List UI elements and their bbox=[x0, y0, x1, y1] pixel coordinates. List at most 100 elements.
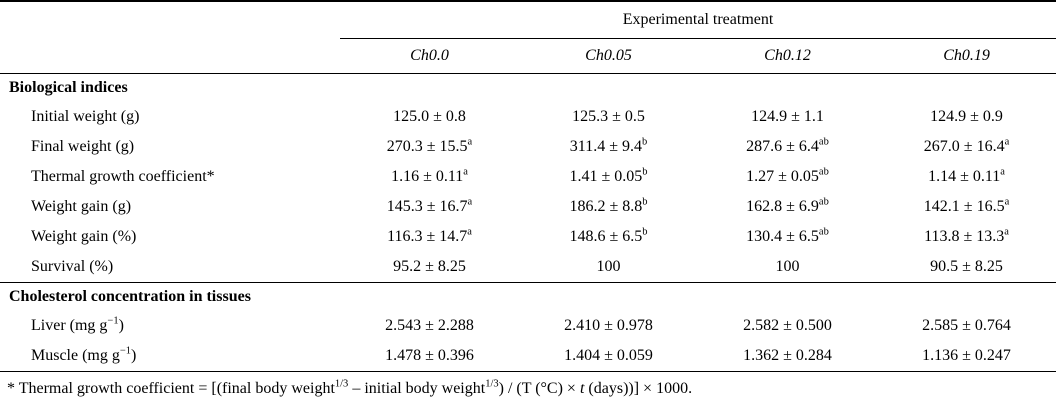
row-label-text: Muscle (mg g bbox=[31, 347, 120, 364]
table-cell: 2.543 ± 2.288 bbox=[340, 311, 519, 341]
cell-value: 124.9 ± 0.9 bbox=[930, 108, 1003, 125]
footnote-text: ) / (T (°C) × bbox=[498, 380, 580, 397]
table-cell: 90.5 ± 8.25 bbox=[877, 252, 1056, 283]
table-cell: 2.585 ± 0.764 bbox=[877, 311, 1056, 341]
cell-superscript: ab bbox=[818, 226, 829, 238]
cell-superscript: b bbox=[642, 226, 648, 238]
row-weight-gain-pct: Weight gain (%) 116.3 ± 14.7a 148.6 ± 6.… bbox=[0, 222, 1056, 252]
row-label: Initial weight (g) bbox=[0, 102, 340, 132]
cell-value: 267.0 ± 16.4 bbox=[923, 138, 1005, 155]
table-cell: 125.0 ± 0.8 bbox=[340, 102, 519, 132]
cell-value: 2.585 ± 0.764 bbox=[922, 317, 1011, 334]
footnote-text: * Thermal growth coefficient = [(final b… bbox=[7, 380, 335, 397]
cell-superscript: a bbox=[1004, 196, 1010, 208]
table-cell: 186.2 ± 8.8b bbox=[519, 192, 698, 222]
row-label: Thermal growth coefficient* bbox=[0, 162, 340, 192]
corner-cell bbox=[0, 1, 340, 39]
section-cholesterol: Cholesterol concentration in tissues bbox=[0, 282, 1056, 311]
results-table: Experimental treatment Ch0.0 Ch0.05 Ch0.… bbox=[0, 0, 1056, 372]
table-cell: 124.9 ± 0.9 bbox=[877, 102, 1056, 132]
row-weight-gain-g: Weight gain (g) 145.3 ± 16.7a 186.2 ± 8.… bbox=[0, 192, 1056, 222]
cell-value: 2.582 ± 0.500 bbox=[743, 317, 832, 334]
row-label: Liver (mg g−1) bbox=[0, 311, 340, 341]
footnote-superscript: 1/3 bbox=[485, 378, 499, 390]
row-label-text-after: ) bbox=[118, 317, 124, 334]
column-header-ch0-05: Ch0.05 bbox=[519, 38, 698, 74]
table-cell: 125.3 ± 0.5 bbox=[519, 102, 698, 132]
cell-value: 125.0 ± 0.8 bbox=[393, 108, 466, 125]
table-cell: 124.9 ± 1.1 bbox=[698, 102, 877, 132]
footnote-text: – initial body weight bbox=[348, 380, 486, 397]
table-cell: 145.3 ± 16.7a bbox=[340, 192, 519, 222]
cell-value: 113.8 ± 13.3 bbox=[924, 228, 1005, 245]
cell-superscript: a bbox=[467, 226, 472, 238]
row-label: Final weight (g) bbox=[0, 132, 340, 162]
row-label: Weight gain (g) bbox=[0, 192, 340, 222]
table-cell: 100 bbox=[519, 252, 698, 283]
cell-superscript: b bbox=[642, 196, 648, 208]
table-cell: 116.3 ± 14.7a bbox=[340, 222, 519, 252]
cell-value: 2.410 ± 0.978 bbox=[564, 317, 653, 334]
row-label: Muscle (mg g−1) bbox=[0, 341, 340, 372]
cell-value: 1.41 ± 0.05 bbox=[569, 168, 643, 185]
cell-value: 2.543 ± 2.288 bbox=[385, 317, 474, 334]
footnote-superscript: 1/3 bbox=[334, 378, 349, 390]
row-label-text: Survival (%) bbox=[31, 258, 114, 275]
section-biological-indices: Biological indices bbox=[0, 74, 1056, 103]
row-label-text: Liver (mg g bbox=[31, 317, 108, 334]
table-cell: 1.14 ± 0.11a bbox=[877, 162, 1056, 192]
table-cell: 162.8 ± 6.9ab bbox=[698, 192, 877, 222]
row-survival: Survival (%) 95.2 ± 8.25 100 100 90.5 ± … bbox=[0, 252, 1056, 283]
cell-value: 1.14 ± 0.11 bbox=[928, 168, 1001, 185]
column-header-row: Ch0.0 Ch0.05 Ch0.12 Ch0.19 bbox=[0, 38, 1056, 74]
section-title: Biological indices bbox=[9, 79, 128, 96]
row-muscle: Muscle (mg g−1) 1.478 ± 0.396 1.404 ± 0.… bbox=[0, 341, 1056, 372]
cell-value: 95.2 ± 8.25 bbox=[393, 258, 466, 275]
table-cell: 311.4 ± 9.4b bbox=[519, 132, 698, 162]
cell-superscript: a bbox=[1000, 166, 1005, 178]
table-cell: 142.1 ± 16.5a bbox=[877, 192, 1056, 222]
table-cell: 2.410 ± 0.978 bbox=[519, 311, 698, 341]
cell-value: 1.478 ± 0.396 bbox=[385, 347, 474, 364]
cell-value: 1.27 ± 0.05 bbox=[746, 168, 819, 185]
cell-superscript: a bbox=[467, 136, 473, 148]
row-label-superscript: −1 bbox=[107, 315, 119, 327]
cell-superscript: a bbox=[1004, 226, 1009, 238]
row-label-text: Thermal growth coefficient* bbox=[31, 168, 215, 185]
row-final-weight: Final weight (g) 270.3 ± 15.5a 311.4 ± 9… bbox=[0, 132, 1056, 162]
footnote: * Thermal growth coefficient = [(final b… bbox=[0, 378, 1056, 398]
cell-superscript: a bbox=[1004, 136, 1010, 148]
row-label-superscript: −1 bbox=[119, 345, 132, 357]
table-cell: 1.41 ± 0.05b bbox=[519, 162, 698, 192]
cell-superscript: ab bbox=[818, 136, 829, 148]
table-cell: 100 bbox=[698, 252, 877, 283]
footnote-variable-t: t bbox=[579, 380, 585, 397]
row-initial-weight: Initial weight (g) 125.0 ± 0.8 125.3 ± 0… bbox=[0, 102, 1056, 132]
footnote-text: (days))] × 1000. bbox=[584, 380, 693, 397]
cell-value: 100 bbox=[596, 258, 621, 275]
column-header-ch0-19: Ch0.19 bbox=[877, 38, 1056, 74]
cell-value: 186.2 ± 8.8 bbox=[569, 198, 643, 215]
cell-value: 124.9 ± 1.1 bbox=[751, 108, 824, 125]
cell-superscript: b bbox=[641, 136, 648, 148]
table-cell: 1.16 ± 0.11a bbox=[340, 162, 519, 192]
row-label-text: Weight gain (g) bbox=[31, 198, 132, 215]
experimental-treatment-header: Experimental treatment bbox=[340, 1, 1056, 39]
table-cell: 1.362 ± 0.284 bbox=[698, 341, 877, 372]
row-thermal-growth-coefficient: Thermal growth coefficient* 1.16 ± 0.11a… bbox=[0, 162, 1056, 192]
cell-value: 116.3 ± 14.7 bbox=[387, 228, 468, 245]
cell-value: 270.3 ± 15.5 bbox=[386, 138, 468, 155]
section-title: Cholesterol concentration in tissues bbox=[0, 282, 1056, 311]
row-label: Survival (%) bbox=[0, 252, 340, 283]
cell-value: 162.8 ± 6.9 bbox=[746, 198, 819, 215]
cell-value: 100 bbox=[775, 258, 800, 275]
table-cell: 270.3 ± 15.5a bbox=[340, 132, 519, 162]
column-header-ch0-12: Ch0.12 bbox=[698, 38, 877, 74]
table-cell: 113.8 ± 13.3a bbox=[877, 222, 1056, 252]
row-label-text: Final weight (g) bbox=[31, 138, 135, 155]
cell-value: 287.6 ± 6.4 bbox=[746, 138, 819, 155]
table-cell: 95.2 ± 8.25 bbox=[340, 252, 519, 283]
cell-value: 142.1 ± 16.5 bbox=[923, 198, 1005, 215]
table-cell: 1.27 ± 0.05ab bbox=[698, 162, 877, 192]
cell-superscript: ab bbox=[818, 166, 829, 178]
